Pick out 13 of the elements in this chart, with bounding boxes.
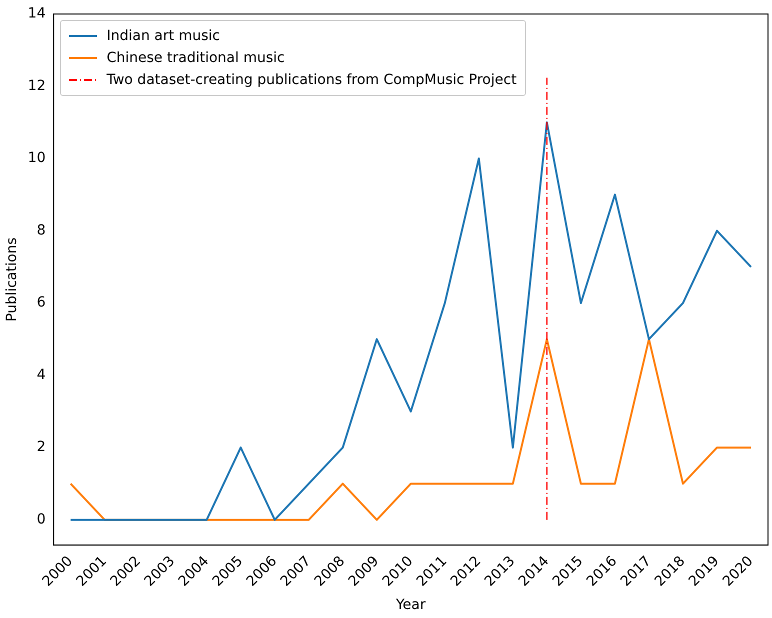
x-axis-title: Year: [394, 597, 426, 614]
y-tick-label: 12: [28, 78, 46, 94]
legend-label: Indian art music: [106, 28, 220, 44]
y-tick-label: 10: [28, 150, 46, 166]
y-tick-label: 8: [36, 222, 46, 238]
y-tick-label: 4: [36, 366, 46, 383]
ref-line-label: Two dataset-creating publications from CompMusic Project: [106, 72, 517, 88]
legend-label: Chinese traditional music: [106, 50, 285, 66]
y-axis-title: Publications: [4, 238, 20, 322]
y-tick-label: 14: [28, 6, 46, 22]
y-tick-label: 2: [36, 439, 46, 456]
y-tick-label: 6: [36, 294, 46, 311]
y-tick-label: 0: [36, 511, 46, 528]
